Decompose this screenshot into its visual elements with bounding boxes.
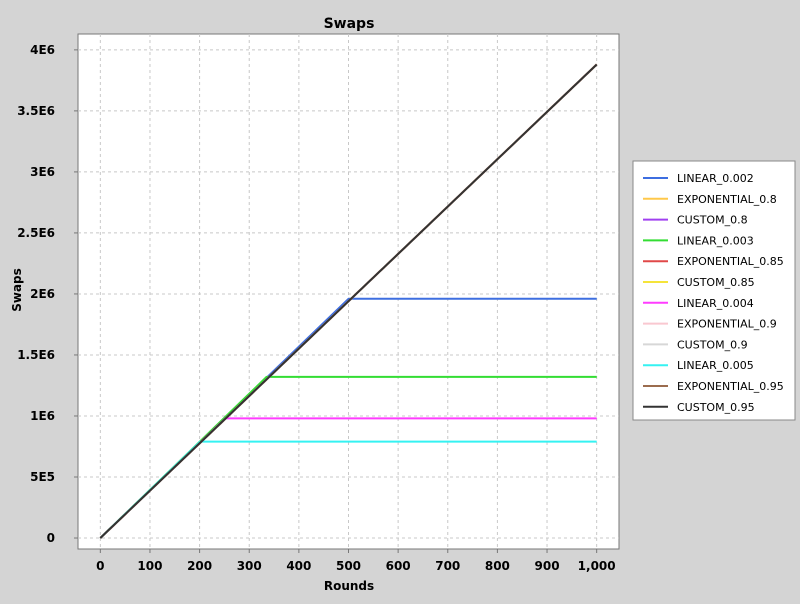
legend-label: CUSTOM_0.85 xyxy=(677,276,755,289)
y-tick-label: 3.5E6 xyxy=(17,104,55,118)
x-tick-label: 400 xyxy=(286,559,311,573)
x-tick-label: 0 xyxy=(96,559,104,573)
y-axis-label: Swaps xyxy=(10,268,24,312)
series-line-custom-0-95 xyxy=(99,63,598,539)
legend-label: EXPONENTIAL_0.9 xyxy=(677,318,777,331)
x-tick-label: 700 xyxy=(435,559,460,573)
y-tick-label: 1E6 xyxy=(30,409,55,423)
legend: LINEAR_0.002 EXPONENTIAL_0.8 CUSTOM_0.8 LIN… xyxy=(632,160,796,421)
legend-label: LINEAR_0.003 xyxy=(677,234,754,247)
legend-label: EXPONENTIAL_0.85 xyxy=(677,255,784,268)
x-axis-label: Rounds xyxy=(324,579,374,593)
x-tick-label: 900 xyxy=(535,559,560,573)
legend-label: CUSTOM_0.9 xyxy=(677,338,748,351)
x-tick-label: 1,000 xyxy=(578,559,616,573)
y-tick-label: 3E6 xyxy=(30,165,55,179)
legend-label: LINEAR_0.004 xyxy=(677,297,754,310)
legend-label: CUSTOM_0.95 xyxy=(677,401,755,414)
legend-label: LINEAR_0.005 xyxy=(677,359,754,372)
x-tick-label: 200 xyxy=(187,559,212,573)
y-axis-ticks: 0 5E5 1E6 1.5E6 2E6 2.5E6 3E6 3.5E6 4E6 xyxy=(17,43,78,545)
y-tick-label: 0 xyxy=(47,531,55,545)
grid xyxy=(78,34,619,549)
legend-label: EXPONENTIAL_0.8 xyxy=(677,193,777,206)
x-tick-label: 100 xyxy=(137,559,162,573)
chart-title: Swaps xyxy=(324,16,375,32)
x-tick-label: 500 xyxy=(336,559,361,573)
x-tick-label: 600 xyxy=(386,559,411,573)
y-tick-label: 2.5E6 xyxy=(17,226,55,240)
legend-label: EXPONENTIAL_0.95 xyxy=(677,380,784,393)
legend-box xyxy=(632,160,796,421)
y-tick-label: 2E6 xyxy=(30,287,55,301)
legend-label: LINEAR_0.002 xyxy=(677,172,754,185)
y-tick-label: 5E5 xyxy=(30,470,55,484)
x-axis-ticks: 0 100 200 300 400 500 600 700 800 900 1,000 xyxy=(96,549,616,573)
y-tick-label: 1.5E6 xyxy=(17,348,55,362)
x-tick-label: 300 xyxy=(237,559,262,573)
legend-label: CUSTOM_0.8 xyxy=(677,214,748,227)
x-tick-label: 800 xyxy=(485,559,510,573)
y-tick-label: 4E6 xyxy=(30,43,55,57)
series-layer xyxy=(99,63,598,539)
